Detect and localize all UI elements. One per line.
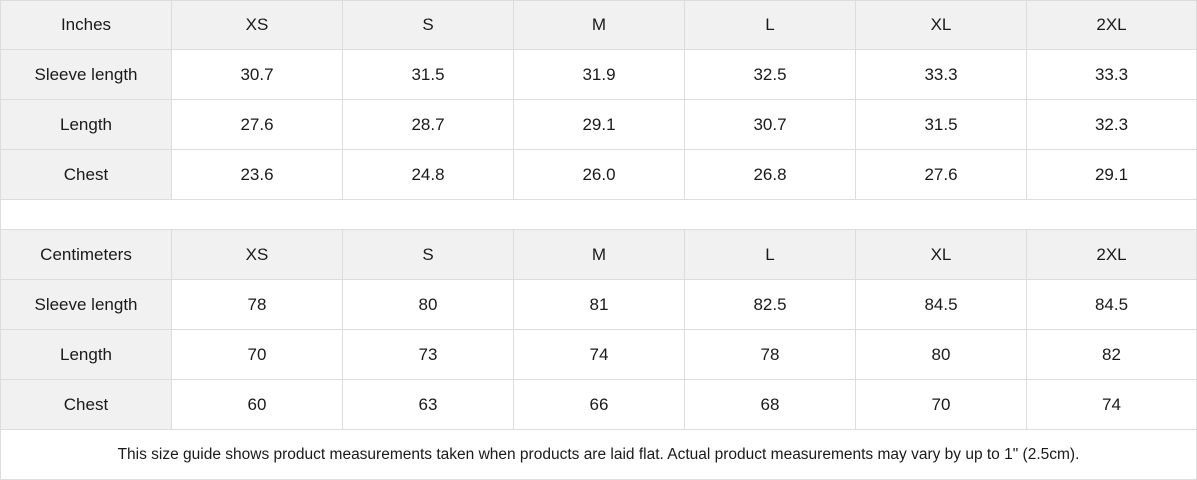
footnote: This size guide shows product measuremen…: [1, 430, 1197, 480]
measurement-cell: 31.9: [514, 50, 685, 100]
measurement-cell: 82.5: [685, 280, 856, 330]
measurement-cell: 80: [856, 330, 1027, 380]
row-label: Sleeve length: [1, 50, 172, 100]
measurement-cell: 24.8: [343, 150, 514, 200]
measurement-cell: 28.7: [343, 100, 514, 150]
measurement-cell: 78: [685, 330, 856, 380]
measurement-cell: 33.3: [856, 50, 1027, 100]
measurement-cell: 70: [172, 330, 343, 380]
size-header: M: [514, 230, 685, 280]
measurement-cell: 82: [1027, 330, 1197, 380]
size-header: XS: [172, 230, 343, 280]
measurement-cell: 23.6: [172, 150, 343, 200]
row-label: Sleeve length: [1, 280, 172, 330]
inches-table: Inches XS S M L XL 2XL Sleeve length 30.7 31.5 31.…: [1, 1, 1197, 200]
measurement-cell: 30.7: [172, 50, 343, 100]
table-row: Chest 60 63 66 68 70 74: [1, 380, 1197, 430]
measurement-cell: 26.8: [685, 150, 856, 200]
row-label: Length: [1, 330, 172, 380]
measurement-cell: 74: [1027, 380, 1197, 430]
size-header: 2XL: [1027, 230, 1197, 280]
measurement-cell: 80: [343, 280, 514, 330]
measurement-cell: 29.1: [1027, 150, 1197, 200]
size-header: L: [685, 1, 856, 50]
measurement-cell: 30.7: [685, 100, 856, 150]
size-header: XS: [172, 1, 343, 50]
table-row: Length 70 73 74 78 80 82: [1, 330, 1197, 380]
measurement-cell: 84.5: [1027, 280, 1197, 330]
unit-header: Inches: [1, 1, 172, 50]
measurement-cell: 32.3: [1027, 100, 1197, 150]
size-header: M: [514, 1, 685, 50]
row-label: Length: [1, 100, 172, 150]
size-header: 2XL: [1027, 1, 1197, 50]
measurement-cell: 66: [514, 380, 685, 430]
measurement-cell: 84.5: [856, 280, 1027, 330]
size-header: S: [343, 1, 514, 50]
measurement-cell: 60: [172, 380, 343, 430]
table-row: Sleeve length 30.7 31.5 31.9 32.5 33.3 33.3: [1, 50, 1197, 100]
size-header: XL: [856, 1, 1027, 50]
row-label: Chest: [1, 150, 172, 200]
unit-header: Centimeters: [1, 230, 172, 280]
measurement-cell: 63: [343, 380, 514, 430]
header-row: Centimeters XS S M L XL 2XL: [1, 230, 1197, 280]
measurement-cell: 31.5: [856, 100, 1027, 150]
measurement-cell: 78: [172, 280, 343, 330]
measurement-cell: 81: [514, 280, 685, 330]
centimeters-table: Centimeters XS S M L XL 2XL Sleeve length 78 80 81…: [1, 230, 1197, 430]
row-label: Chest: [1, 380, 172, 430]
measurement-cell: 29.1: [514, 100, 685, 150]
measurement-cell: 31.5: [343, 50, 514, 100]
size-header: XL: [856, 230, 1027, 280]
measurement-cell: 27.6: [172, 100, 343, 150]
size-header: S: [343, 230, 514, 280]
size-header: L: [685, 230, 856, 280]
table-row: Sleeve length 78 80 81 82.5 84.5 84.5: [1, 280, 1197, 330]
table-row: Length 27.6 28.7 29.1 30.7 31.5 32.3: [1, 100, 1197, 150]
header-row: Inches XS S M L XL 2XL: [1, 1, 1197, 50]
measurement-cell: 74: [514, 330, 685, 380]
measurement-cell: 33.3: [1027, 50, 1197, 100]
measurement-cell: 26.0: [514, 150, 685, 200]
measurement-cell: 68: [685, 380, 856, 430]
measurement-cell: 32.5: [685, 50, 856, 100]
measurement-cell: 70: [856, 380, 1027, 430]
table-row: Chest 23.6 24.8 26.0 26.8 27.6 29.1: [1, 150, 1197, 200]
table-spacer: [1, 200, 1197, 230]
measurement-cell: 27.6: [856, 150, 1027, 200]
measurement-cell: 73: [343, 330, 514, 380]
